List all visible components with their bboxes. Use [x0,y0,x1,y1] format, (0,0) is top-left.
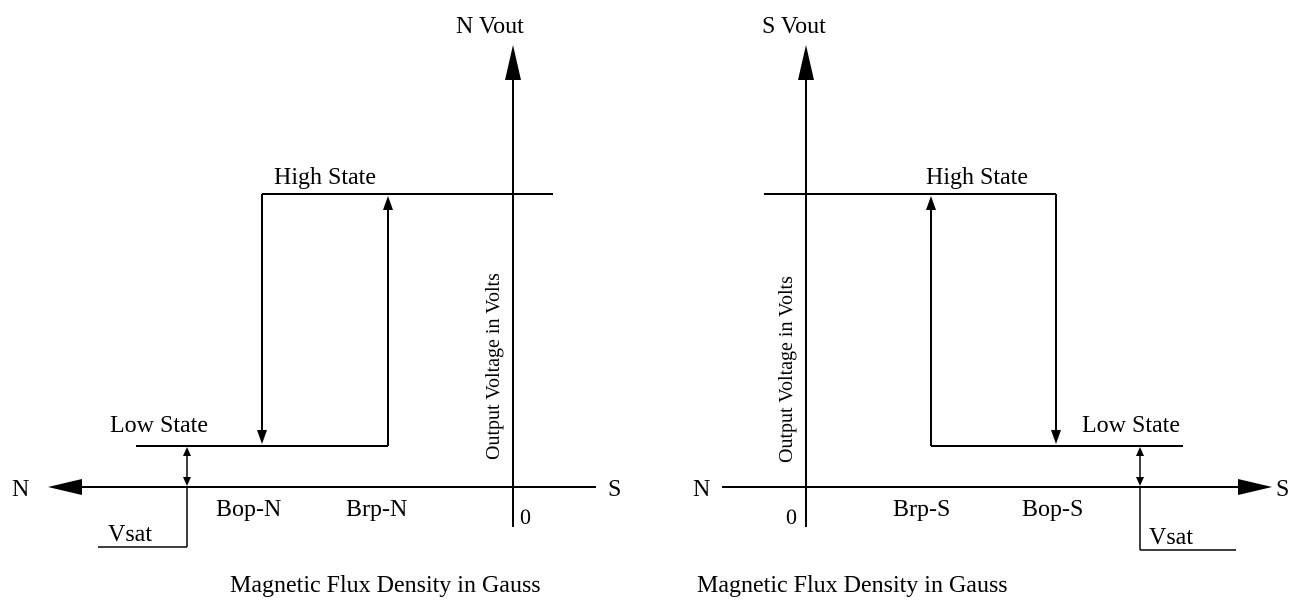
left-origin-label: 0 [520,504,531,529]
left-x-axis-arrowhead-n [48,479,82,495]
left-diagram: N Vout High State Low State N S Bop-N Br… [12,13,621,598]
left-y-axis-title: Output Voltage in Volts [482,273,504,460]
right-vsat-label: Vsat [1149,524,1193,550]
right-y-axis-label: S Vout [762,13,826,39]
left-x-axis-s-label: S [608,476,621,502]
left-x-axis-title: Magnetic Flux Density in Gauss [230,572,541,598]
right-x-axis-title: Magnetic Flux Density in Gauss [697,572,1008,598]
right-brp-label: Brp-S [893,496,950,522]
right-x-axis-arrowhead-s [1238,479,1272,495]
left-x-axis-n-label: N [12,476,29,502]
left-high-state-label: High State [274,164,376,190]
right-x-axis-s-label: S [1276,476,1289,502]
left-brp-label: Brp-N [346,496,407,522]
left-vsat-label: Vsat [108,521,152,547]
right-bop-arrowhead [1051,430,1061,444]
left-bop-arrowhead [257,430,267,444]
right-brp-arrowhead [926,196,936,210]
right-y-axis-title: Output Voltage in Volts [775,276,797,463]
left-bop-label: Bop-N [216,496,281,522]
right-bop-label: Bop-S [1022,496,1083,522]
right-y-axis-arrowhead [798,45,814,80]
right-diagram: S Vout High State Low State N S Brp-S Bo… [693,13,1289,598]
right-x-axis-n-label: N [693,476,710,502]
left-vsat-arrow-down [183,477,191,486]
right-origin-label: 0 [786,504,797,529]
left-y-axis-arrowhead [505,45,521,80]
right-vsat-arrow-up [1136,447,1144,456]
left-low-state-label: Low State [110,412,208,438]
right-vsat-arrow-down [1136,477,1144,486]
right-low-state-label: Low State [1082,412,1180,438]
right-high-state-label: High State [926,164,1028,190]
left-vsat-arrow-up [183,447,191,456]
left-y-axis-label: N Vout [456,13,524,39]
left-brp-arrowhead [383,196,393,210]
